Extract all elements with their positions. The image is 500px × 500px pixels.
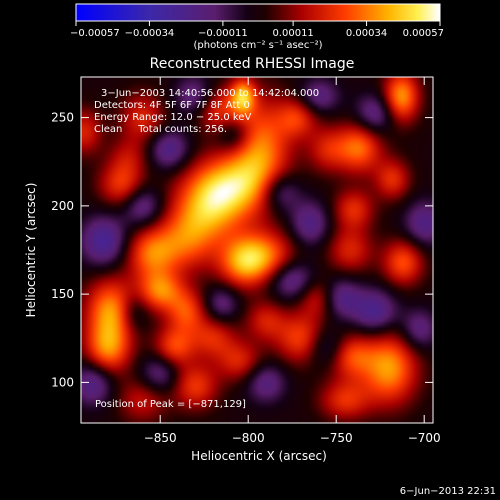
colorbar-ticks: −0.00057 −0.00034 −0.00011 0.00011 0.00034 0.…: [70, 21, 444, 39]
colorbar-units: (photons cm⁻² s⁻¹ asec⁻²): [193, 40, 322, 51]
x-tick-label: −700: [408, 431, 441, 445]
y-axis-label: Heliocentric Y (arcsec): [24, 183, 38, 318]
x-tick-label: −750: [320, 431, 353, 445]
colorbar-tick-label: −0.00034: [125, 28, 175, 39]
chart-title: Reconstructed RHESSI Image: [150, 56, 355, 72]
heatmap-image: [81, 77, 433, 423]
y-axis-ticks: 100 150 200 250: [51, 111, 433, 389]
annotation-time: 3−Jun−2003 14:40:56.000 to 14:42:04.000: [101, 88, 319, 99]
footer-timestamp: 6−Jun−2013 22:31: [400, 486, 496, 497]
colorbar: −0.00057 −0.00034 −0.00011 0.00011 0.00034 0.…: [70, 3, 444, 51]
y-tick-label: 150: [51, 287, 74, 301]
colorbar-frame: [75, 3, 441, 22]
colorbar-tick-label: −0.00011: [198, 28, 248, 39]
annotation-detectors: Detectors: 4F 5F 6F 7F 8F Att 0: [94, 100, 250, 111]
x-axis-label: Heliocentric X (arcsec): [191, 449, 327, 463]
annotation-clean: Clean Total counts: 256.: [94, 124, 227, 135]
colorbar-tick-label: 0.00011: [272, 28, 313, 39]
colorbar-gradient: [76, 4, 440, 21]
annotation-energy: Energy Range: 12.0 − 25.0 keV: [94, 112, 251, 123]
plot-frame: [80, 76, 434, 424]
colorbar-tick-label: 0.00034: [346, 28, 387, 39]
annotations: 3−Jun−2003 14:40:56.000 to 14:42:04.000 …: [94, 88, 319, 410]
y-tick-label: 250: [51, 111, 74, 125]
x-tick-label: −850: [144, 431, 177, 445]
colorbar-tick-label: 0.00057: [403, 28, 444, 39]
colorbar-tick-label: −0.00057: [70, 28, 120, 39]
x-tick-label: −800: [232, 431, 265, 445]
x-axis-ticks: −850 −800 −750 −700: [144, 77, 441, 445]
y-tick-label: 100: [51, 375, 74, 389]
y-tick-label: 200: [51, 199, 74, 213]
annotation-peak: Position of Peak = [−871,129]: [95, 399, 246, 410]
